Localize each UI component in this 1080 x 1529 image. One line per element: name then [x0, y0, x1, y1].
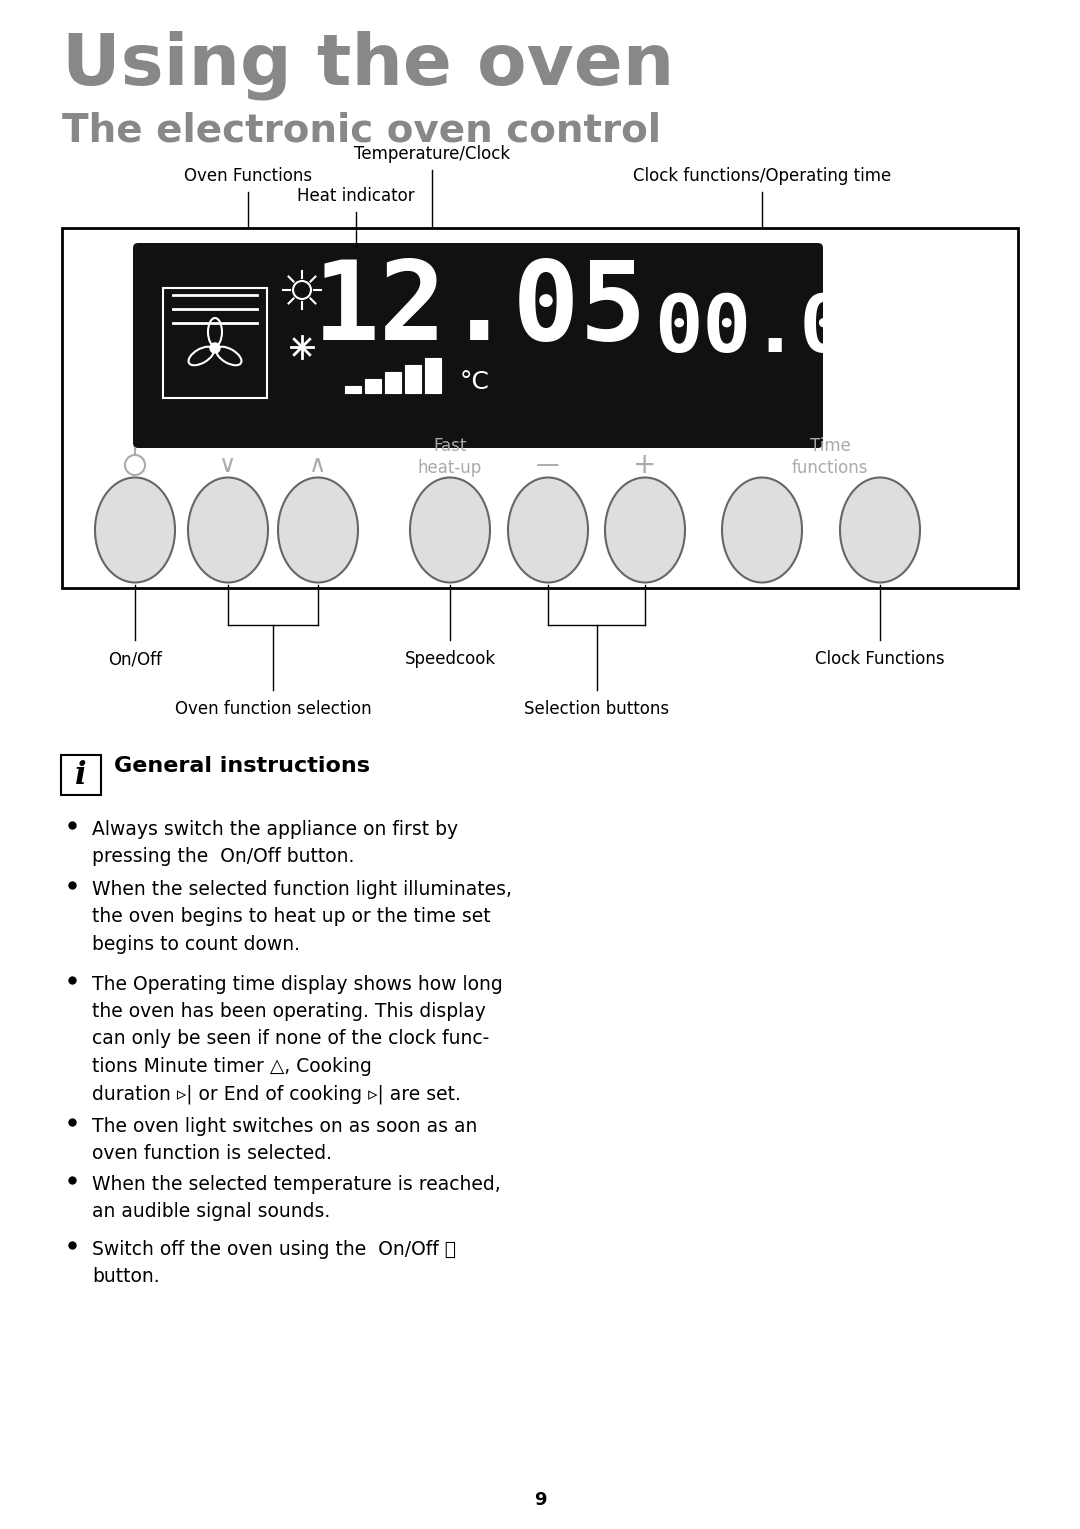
Bar	[426, 358, 441, 393]
Text: ∨: ∨	[219, 453, 237, 477]
Bar	[405, 365, 421, 393]
Text: Heat indicator: Heat indicator	[297, 187, 415, 205]
Text: —: —	[536, 453, 559, 477]
Circle shape	[125, 456, 145, 476]
Text: Switch off the oven using the  On/Off ⓮
button.: Switch off the oven using the On/Off ⓮ b…	[92, 1240, 456, 1286]
Bar	[62, 228, 1018, 589]
Text: Clock functions/Operating time: Clock functions/Operating time	[633, 167, 891, 185]
Text: Clock Functions: Clock Functions	[815, 650, 945, 668]
Text: The electronic oven control: The electronic oven control	[62, 112, 661, 150]
Ellipse shape	[208, 318, 222, 346]
Text: °C: °C	[460, 370, 490, 394]
Circle shape	[293, 281, 311, 300]
Text: On/Off: On/Off	[108, 650, 162, 668]
FancyBboxPatch shape	[133, 243, 823, 448]
Text: Using the oven: Using the oven	[62, 31, 674, 99]
Text: +: +	[633, 451, 657, 479]
Ellipse shape	[723, 477, 802, 583]
Ellipse shape	[216, 347, 242, 365]
Ellipse shape	[508, 477, 588, 583]
Text: When the selected function light illuminates,
the oven begins to heat up or the : When the selected function light illumin…	[92, 881, 512, 954]
Text: 9: 9	[534, 1491, 546, 1509]
Text: ∧: ∧	[309, 453, 326, 477]
FancyBboxPatch shape	[60, 755, 102, 795]
Text: General instructions: General instructions	[114, 755, 370, 777]
Text: The oven light switches on as soon as an
oven function is selected.: The oven light switches on as soon as an…	[92, 1118, 477, 1164]
Ellipse shape	[189, 347, 214, 365]
Bar	[163, 287, 267, 398]
Text: Time
functions: Time functions	[792, 437, 868, 477]
Text: i: i	[76, 760, 86, 790]
Text: Temperature/Clock: Temperature/Clock	[354, 145, 510, 164]
Ellipse shape	[840, 477, 920, 583]
Text: 12.05: 12.05	[313, 257, 647, 364]
Ellipse shape	[410, 477, 490, 583]
Ellipse shape	[605, 477, 685, 583]
Text: Speedcook: Speedcook	[404, 650, 496, 668]
Text: Always switch the appliance on first by
pressing the  On/Off button.: Always switch the appliance on first by …	[92, 820, 458, 867]
Text: Fast
heat-up: Fast heat-up	[418, 437, 482, 477]
Ellipse shape	[95, 477, 175, 583]
Text: 00.00: 00.00	[653, 291, 896, 368]
Circle shape	[210, 342, 220, 353]
Ellipse shape	[188, 477, 268, 583]
Text: When the selected temperature is reached,
an audible signal sounds.: When the selected temperature is reached…	[92, 1174, 501, 1222]
Text: Selection buttons: Selection buttons	[524, 700, 670, 719]
Bar	[365, 379, 381, 393]
Ellipse shape	[278, 477, 357, 583]
Text: Oven Functions: Oven Functions	[184, 167, 312, 185]
Bar	[345, 385, 361, 393]
Text: Oven function selection: Oven function selection	[175, 700, 372, 719]
Bar	[384, 372, 401, 393]
Text: The Operating time display shows how long
the oven has been operating. This disp: The Operating time display shows how lon…	[92, 976, 503, 1104]
